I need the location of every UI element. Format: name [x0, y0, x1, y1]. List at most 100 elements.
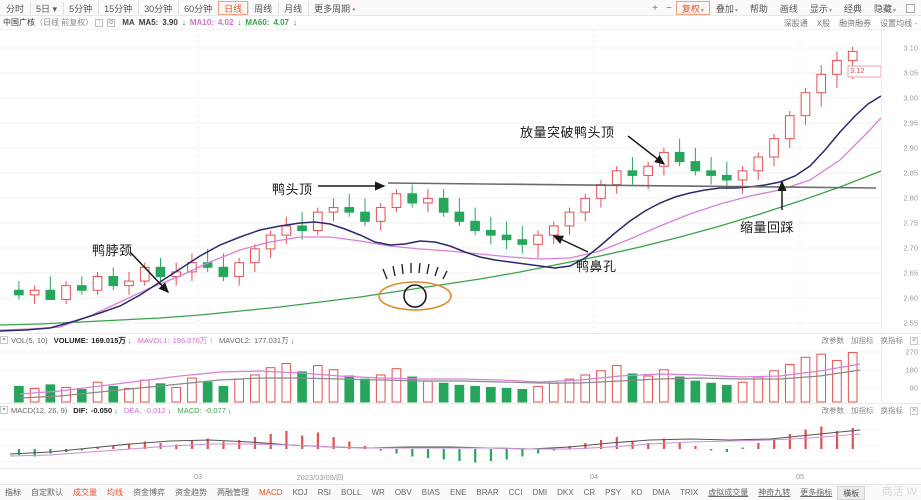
macd-bar-44	[710, 449, 713, 451]
macd-panel[interactable]: ▾ MACD(12, 26, 9) DIF: -0.050 ↓ DEA: -0.…	[0, 403, 921, 468]
vol-action-2[interactable]: 换指标	[880, 336, 904, 345]
indicator-tab-dma[interactable]: DMA	[652, 487, 671, 497]
candlestick-series	[14, 46, 858, 305]
toolbar-btn-7[interactable]: 经典	[843, 4, 862, 14]
volume-bar-40	[643, 375, 653, 403]
indicator-tab-均线[interactable]: 均线	[107, 487, 123, 497]
macd-bar-33	[537, 449, 540, 454]
indicator-tab-自定默认[interactable]: 自定默认	[31, 487, 63, 497]
toolbar-right-group: + − 复权▾ 叠加▾ 帮助 画线 显示▾ 经典 隐藏▾	[648, 0, 919, 16]
indicator-tab-psy[interactable]: PSY	[605, 487, 622, 497]
volume-y-tick-2: 90	[909, 383, 918, 393]
toolbar-btn-5[interactable]: 画线	[779, 4, 798, 14]
price-y-tick-7: 2.75	[903, 218, 918, 228]
price-y-tick-10: 2.60	[903, 293, 918, 303]
indicator-tab-更多指标[interactable]: 更多指标	[800, 487, 833, 497]
info-link-1[interactable]: X股	[816, 18, 831, 28]
candle-13	[218, 253, 229, 282]
period-6[interactable]: 日线	[218, 0, 249, 15]
toolbar-btn-3[interactable]: 叠加▾	[715, 4, 738, 14]
indicator-tab-rsi[interactable]: RSI	[317, 487, 332, 497]
indicator-tab-dkx[interactable]: DKX	[557, 487, 574, 497]
macd-bar-19	[316, 432, 319, 449]
indicator-tab-指标[interactable]: 指标	[5, 487, 21, 497]
indicator-tab-kdj[interactable]: KDJ	[292, 487, 308, 497]
vol-close-icon[interactable]: ✕	[910, 336, 918, 345]
zoom-in-icon[interactable]: +	[652, 2, 658, 14]
last-price-label: 3.12	[850, 66, 865, 75]
indicator-tab-boll[interactable]: BOLL	[341, 487, 362, 497]
macd-action-2[interactable]: 换指标	[880, 406, 904, 415]
period-1[interactable]: 5日 ▾	[30, 0, 63, 15]
ma60-arrow-icon: ↓	[293, 18, 298, 27]
indicator-tab-bar: 指标 自定默认 成交量 均线 资金博弈 资金趋势 两融管理 MACD KDJ RSI BOLL WR O…	[0, 484, 921, 500]
period-9[interactable]: 更多周期 •	[308, 0, 361, 15]
indicator-tab-橫板[interactable]: 橫板	[837, 485, 866, 500]
period-8[interactable]: 月线	[278, 0, 308, 15]
volume-panel[interactable]: ▾ VOL(5, 10) VOLUME: 169.015万 ↓ MAVOL1: …	[0, 333, 921, 403]
indicator-tab-cr[interactable]: CR	[583, 487, 596, 497]
candle-32	[517, 225, 528, 254]
indicator-tab-obv[interactable]: OBV	[394, 487, 412, 497]
fullscreen-icon[interactable]	[906, 3, 915, 13]
info-link-0[interactable]: 深股通	[783, 18, 808, 28]
toolbar-btn-8[interactable]: 隐藏▾	[873, 4, 896, 14]
period-0[interactable]: 分时	[6, 3, 25, 14]
indicator-tab-资金趋势[interactable]: 资金趋势	[175, 487, 207, 497]
candle-6	[108, 267, 119, 291]
stock-info-bar: 中国广核（日线 前复权） ↑ ⚙ MA MA5: 3.90 ↓ MA10: 4.…	[0, 16, 921, 30]
ma5-value: 3.90	[162, 18, 178, 27]
annotation-duck-head-top: 鸭头顶	[272, 183, 313, 198]
candle-39	[627, 157, 638, 185]
indicator-tab-虚拟成交量[interactable]: 虚拟成交量	[708, 487, 749, 497]
period-2[interactable]: 5分钟	[63, 0, 98, 15]
settings-gear-icon[interactable]: ⚙	[107, 18, 116, 27]
info-link-3[interactable]: 设置均线 -	[880, 18, 917, 28]
zoom-out-icon[interactable]: −	[665, 2, 672, 14]
indicator-tab-资金博弈[interactable]: 资金博弈	[133, 487, 165, 497]
mavol2-arrow-icon: ↓	[290, 335, 295, 345]
indicator-tab-trix[interactable]: TRIX	[680, 487, 699, 497]
macd-action-0[interactable]: 改参数	[821, 406, 845, 415]
indicator-tab-dmi[interactable]: DMI	[532, 487, 548, 497]
volume-y-tick-0: 270	[905, 347, 918, 357]
indicator-tab-两融管理[interactable]: 两融管理	[217, 487, 249, 497]
volume-bar-4	[76, 389, 87, 403]
vol-action-1[interactable]: 加指标	[851, 336, 874, 345]
indicator-tab-macd[interactable]: MACD	[259, 487, 283, 497]
period-7[interactable]: 周线	[248, 0, 278, 15]
indicator-tab-成交量[interactable]: 成交量	[73, 487, 97, 497]
period-3[interactable]: 15分钟	[98, 0, 138, 15]
macd-bar-26	[426, 449, 430, 458]
indicator-tab-cci[interactable]: CCI	[508, 487, 523, 497]
vol-action-0[interactable]: 改参数	[821, 336, 845, 345]
macd-value: -0.077	[204, 405, 226, 415]
indicator-tab-kd[interactable]: KD	[631, 487, 643, 497]
price-candlestick-panel[interactable]: 3.10 3.05 3.00 2.95 2.90 2.85 2.80 2.75 2.70 2.65…	[0, 30, 921, 333]
macd-collapse-icon[interactable]: ▾	[0, 406, 8, 414]
indicator-tab-brar[interactable]: BRAR	[476, 487, 499, 497]
price-y-tick-4: 2.90	[903, 143, 918, 153]
price-vertical-markers	[197, 30, 801, 333]
volume-bar-13	[218, 385, 229, 403]
candle-37	[596, 179, 606, 208]
indicator-tab-wr[interactable]: WR	[371, 487, 385, 497]
candle-33	[533, 230, 543, 259]
macd-close-icon[interactable]: ✕	[910, 406, 918, 415]
volume-bar-20	[328, 369, 339, 403]
toolbar-btn-4[interactable]: 帮助	[749, 4, 768, 14]
new-dot-icon: •	[350, 4, 356, 14]
toolbar-btn-6[interactable]: 显示▾	[809, 4, 832, 14]
toolbar-btn-2[interactable]: 复权▾	[675, 1, 710, 15]
volume-collapse-icon[interactable]: ▾	[0, 336, 8, 344]
info-toggle-icon[interactable]: ↑	[95, 18, 104, 27]
macd-action-1[interactable]: 加指标	[851, 406, 874, 415]
indicator-tab-bias[interactable]: BIAS	[421, 487, 440, 497]
indicator-tab-神奇九转[interactable]: 神奇九转	[758, 487, 791, 497]
ma5-name: MA5:	[138, 18, 159, 27]
indicator-tab-ene[interactable]: ENE	[449, 487, 467, 497]
period-5[interactable]: 60分钟	[178, 0, 218, 15]
period-4[interactable]: 30分钟	[138, 0, 178, 15]
macd-bar-13	[222, 441, 225, 449]
info-link-2[interactable]: 融资融券	[839, 18, 872, 28]
